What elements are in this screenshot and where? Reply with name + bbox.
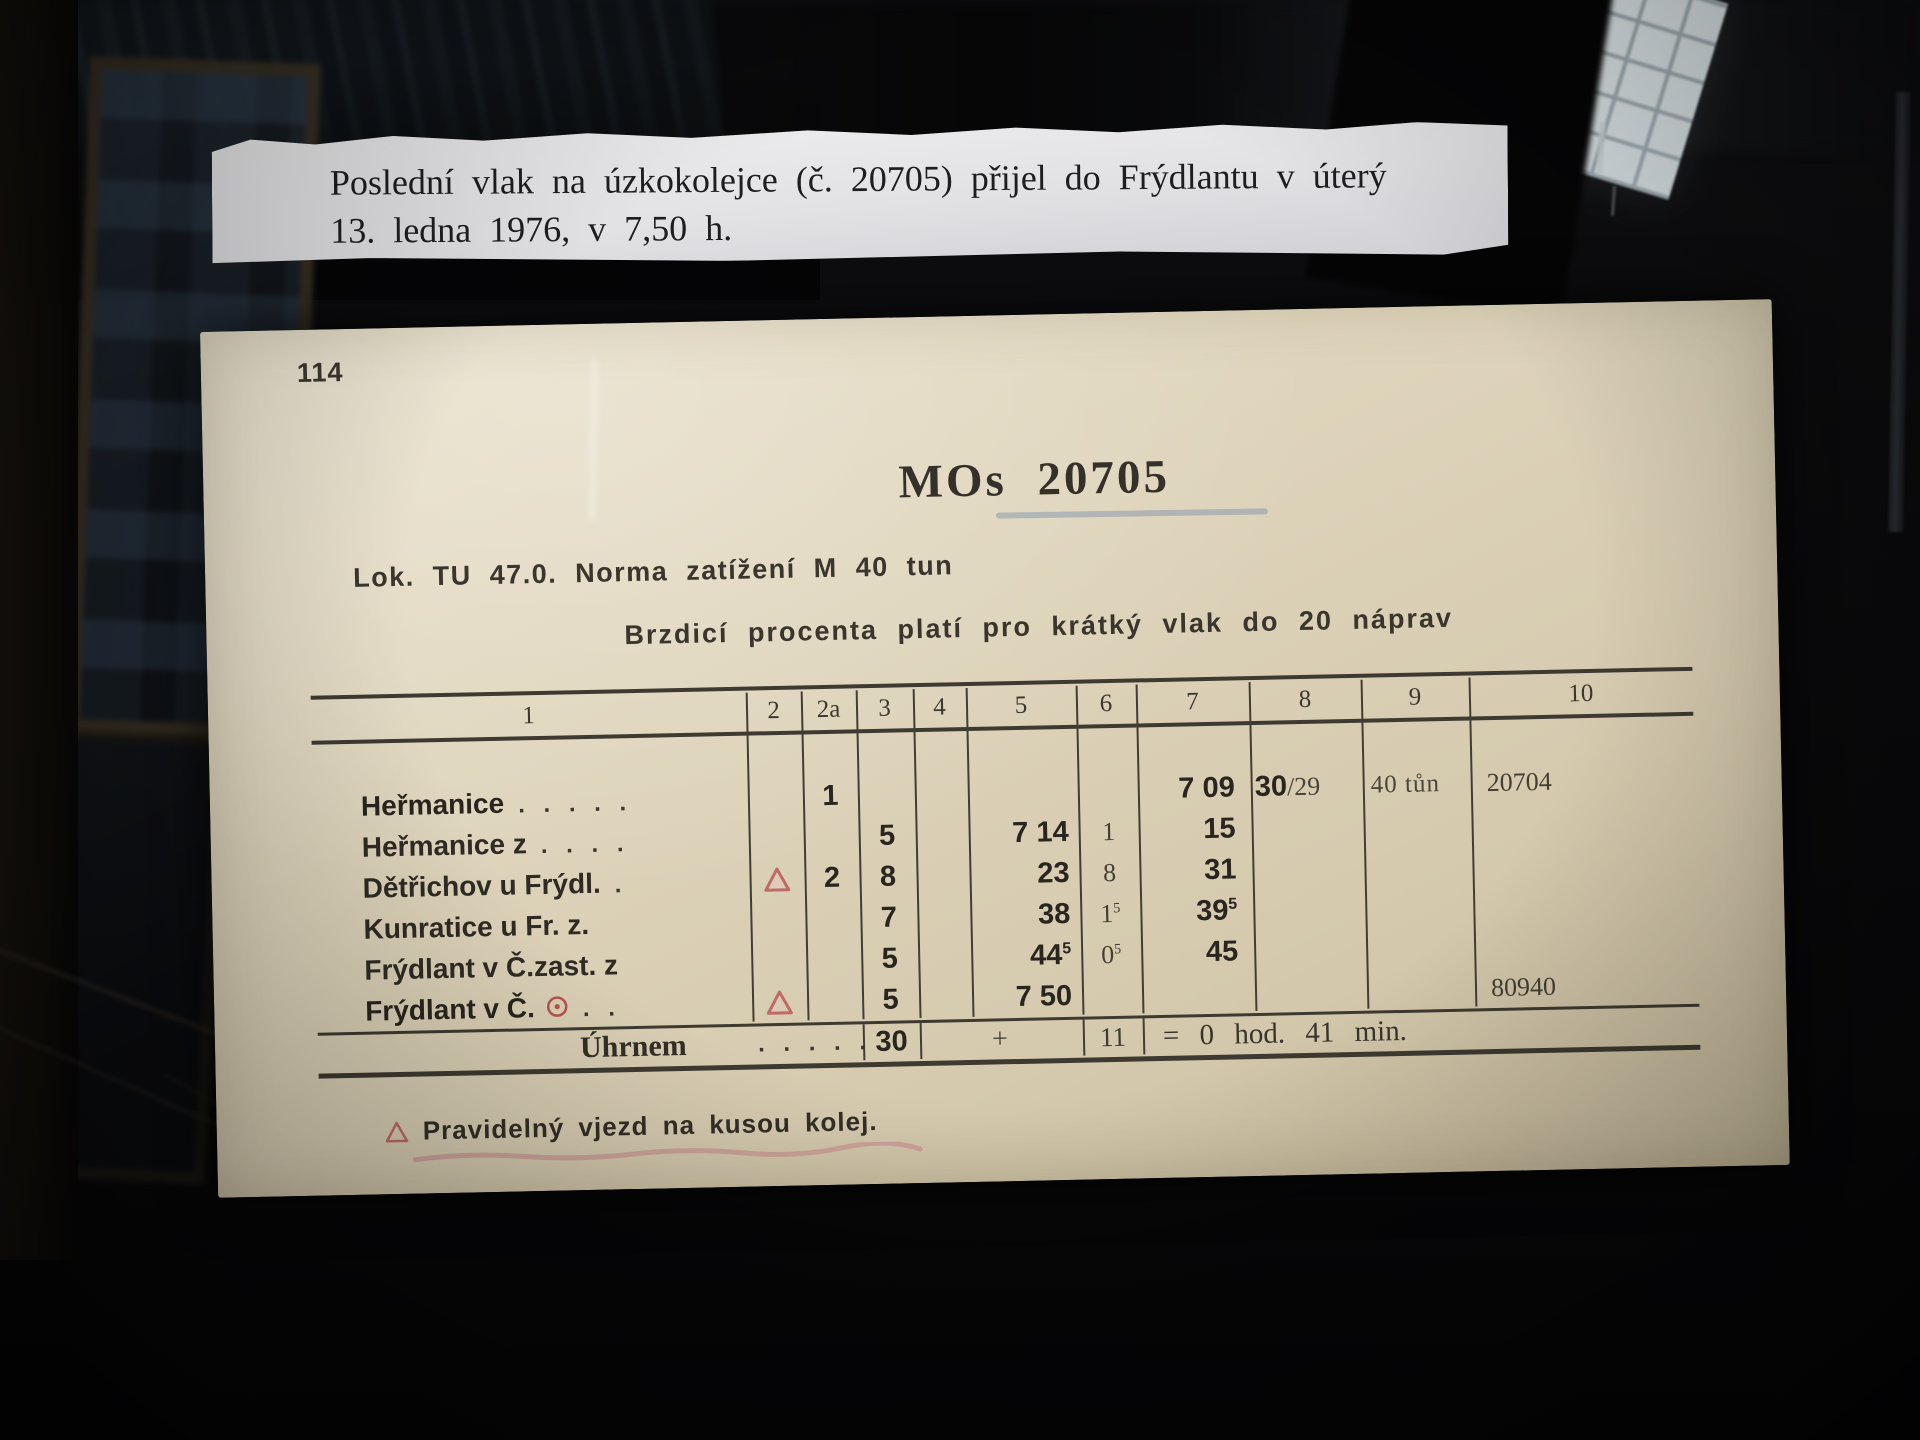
col-header-7: 7 — [1185, 688, 1199, 716]
light-streak-small — [1610, 185, 1617, 217]
col-header-5: 5 — [1014, 691, 1028, 720]
total-duration: = 0 hod. 41 min. — [1162, 1014, 1408, 1052]
cell-departure-time: 7 09 — [1177, 771, 1236, 805]
dot-leader: . . . . . — [517, 788, 633, 818]
cell-connecting-train: 80940 — [1490, 971, 1557, 1002]
cell-track: 2 — [823, 861, 841, 895]
terminus-circle-icon — [545, 993, 570, 1025]
col-header-10: 10 — [1568, 679, 1594, 708]
footnote-text: Pravidelný vjezd na kusou kolej. — [422, 1105, 878, 1146]
cell-time: 7 50 — [1015, 979, 1073, 1014]
cell-time: 15 — [1203, 812, 1236, 846]
cell-time: 445 — [1029, 939, 1072, 972]
timetable-table: 1 2 2a 3 4 5 6 7 8 9 10 Heřmanice. . . .… — [310, 666, 1701, 1081]
dot-leader: . — [614, 870, 628, 898]
locomotive-info: Lok. TU 47.0. Norma zatížení M 40 tun — [352, 550, 954, 593]
entry-triangle-icon — [766, 990, 793, 1015]
cell-brake-percent: 30/29 — [1254, 770, 1321, 804]
station-name: Frýdlant v Č. — [364, 991, 536, 1027]
cell-brake: 5 — [882, 983, 900, 1016]
wooden-pillar — [0, 0, 78, 1260]
cell-track: 1 — [821, 779, 839, 813]
cell-time: 23 — [1036, 856, 1070, 890]
total-minutes: 11 — [1099, 1021, 1127, 1053]
caption-paper-label: Poslední vlak na úzkokolejce (č. 20705) … — [212, 121, 1509, 264]
station-name: Heřmanice z — [361, 827, 528, 863]
cell-brake: 8 — [879, 860, 897, 893]
cell-time: 31 — [1203, 853, 1237, 887]
dot-leader: . . — [582, 993, 622, 1022]
col-header-6: 6 — [1099, 689, 1113, 718]
col-header-9: 9 — [1408, 683, 1422, 711]
col-header-2a: 2a — [816, 695, 841, 724]
cell-brake: 7 — [880, 901, 898, 934]
train-title: MOs 20705 — [898, 450, 1171, 509]
cell-time: 38 — [1037, 897, 1071, 931]
station-name: Kunratice u Fr. z. — [363, 908, 590, 945]
cell-minutes: 15 — [1099, 898, 1121, 928]
dot-leader: . . . . — [540, 829, 630, 859]
caption-line-2: 13. ledna 1976, v 7,50 h. — [330, 207, 733, 251]
cell-time: 395 — [1195, 894, 1238, 928]
station-name: Frýdlant v Č.zast. z — [364, 948, 619, 986]
caption-line-1: Poslední vlak na úzkokolejce (č. 20705) … — [329, 155, 1387, 203]
entry-triangle-icon — [385, 1121, 409, 1143]
col-header-4: 4 — [932, 693, 947, 721]
plus-sign: + — [991, 1023, 1009, 1055]
timetable-card: 114 MOs 20705 Lok. TU 47.0. Norma zatíže… — [200, 299, 1790, 1198]
cell-connecting-train: 20704 — [1486, 766, 1552, 797]
cell-brake: 5 — [881, 942, 899, 975]
cell-time: 7 14 — [1011, 815, 1069, 850]
cell-brake: 5 — [878, 819, 896, 852]
col-header-8: 8 — [1298, 685, 1312, 714]
station-name: Heřmanice — [360, 787, 505, 822]
col-header-2: 2 — [767, 696, 781, 725]
brake-note: Brzdicí procenta platí pro krátký vlak d… — [624, 602, 1454, 651]
cell-time: 45 — [1205, 935, 1239, 969]
cell-load-norm: 40 tůn — [1370, 769, 1441, 799]
total-label: Úhrnem — [579, 1028, 688, 1065]
right-edge-reflection — [1888, 91, 1911, 533]
station-name: Dětřichov u Frýdl. — [362, 867, 601, 904]
cell-minutes: 8 — [1102, 857, 1117, 887]
entry-triangle-icon — [764, 867, 791, 892]
dot-leader: . . . . . — [757, 1028, 873, 1058]
col-header-3: 3 — [877, 694, 892, 722]
title-pencil-underline — [995, 508, 1269, 519]
footnote: Pravidelný vjezd na kusou kolej. — [384, 1105, 878, 1147]
cell-minutes: 1 — [1101, 816, 1116, 846]
cell-minutes: 05 — [1100, 939, 1122, 969]
table-body: Heřmanice. . . . . 1 7 09 30/29 40 tůn 2… — [313, 758, 1700, 1033]
page-number: 114 — [296, 357, 344, 388]
total-brake-percent: 30 — [875, 1025, 908, 1059]
